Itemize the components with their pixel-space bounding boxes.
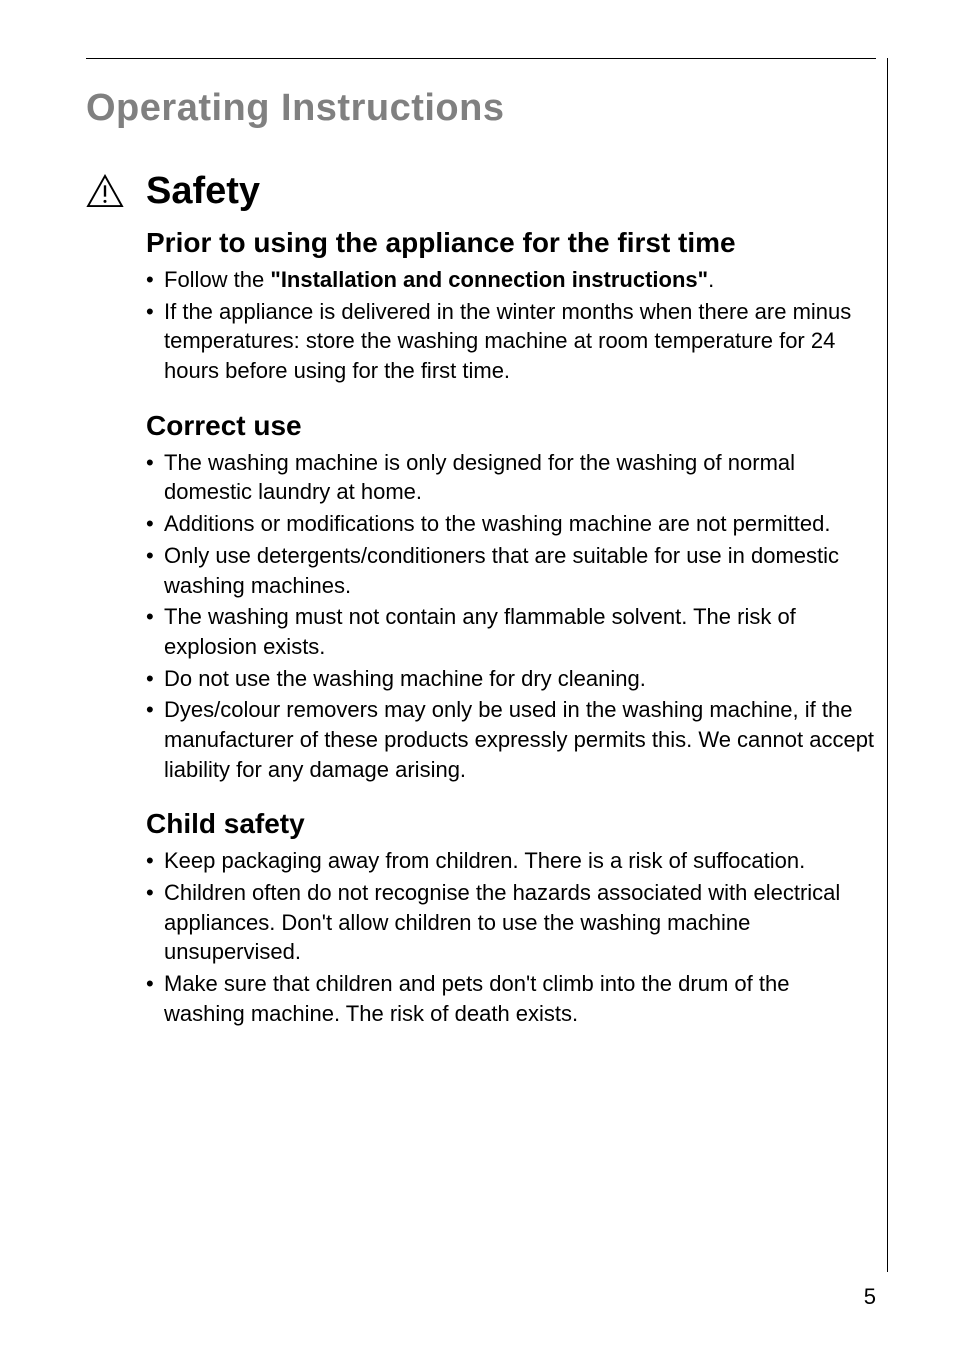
right-rule: [887, 58, 889, 1272]
list-item: Follow the "Installation and connection …: [146, 265, 876, 295]
top-rule: [86, 58, 876, 59]
bullet-list-child: Keep packaging away from children. There…: [146, 846, 876, 1028]
warning-triangle-icon: [86, 174, 124, 208]
list-item: The washing machine is only designed for…: [146, 448, 876, 507]
list-item: If the appliance is delivered in the win…: [146, 297, 876, 386]
subsection-title-correct: Correct use: [146, 410, 876, 442]
main-title: Operating Instructions: [86, 87, 876, 130]
list-item: The washing must not contain any flammab…: [146, 602, 876, 661]
list-item: Dyes/colour removers may only be used in…: [146, 695, 876, 784]
safety-title: Safety: [146, 170, 260, 213]
page-number: 5: [864, 1284, 876, 1310]
subsection-title-prior: Prior to using the appliance for the fir…: [146, 227, 876, 259]
bullet-bold: "Installation and connection instruction…: [270, 267, 708, 292]
content-block: Prior to using the appliance for the fir…: [146, 227, 876, 1028]
list-item: Only use detergents/conditioners that ar…: [146, 541, 876, 600]
subsection-title-child: Child safety: [146, 808, 876, 840]
page-container: Operating Instructions Safety Prior to u…: [0, 0, 954, 1092]
bullet-list-correct: The washing machine is only designed for…: [146, 448, 876, 785]
list-item: Make sure that children and pets don't c…: [146, 969, 876, 1028]
bullet-list-prior: Follow the "Installation and connection …: [146, 265, 876, 386]
safety-header-row: Safety: [86, 170, 876, 213]
bullet-prefix: Follow the: [164, 267, 270, 292]
list-item: Additions or modifications to the washin…: [146, 509, 876, 539]
list-item: Do not use the washing machine for dry c…: [146, 664, 876, 694]
bullet-suffix: .: [708, 267, 714, 292]
list-item: Children often do not recognise the haza…: [146, 878, 876, 967]
list-item: Keep packaging away from children. There…: [146, 846, 876, 876]
